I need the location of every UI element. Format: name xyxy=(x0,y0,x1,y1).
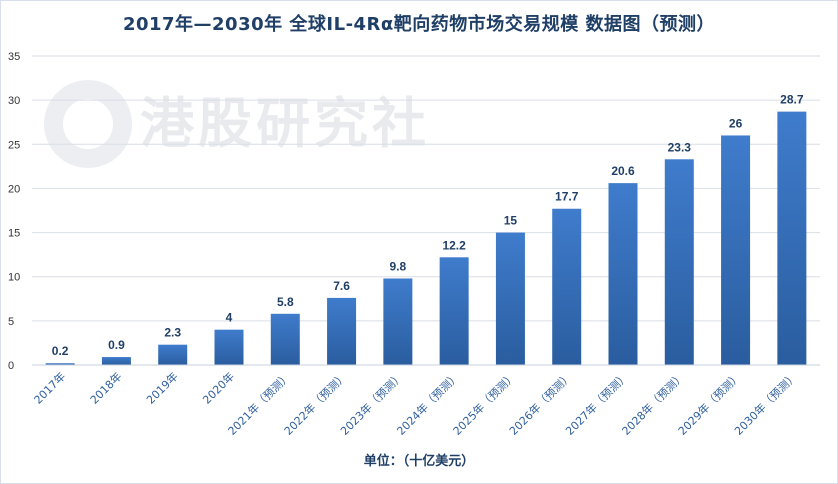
chart-title: 2017年—2030年 全球IL-4Rα靶向药物市场交易规模 数据图（预测） xyxy=(122,14,716,35)
data-label: 15 xyxy=(504,214,518,228)
x-axis-label: 单位：（十亿美元） xyxy=(363,454,475,469)
data-label: 0.9 xyxy=(108,338,125,352)
bar xyxy=(158,344,188,365)
y-tick-label: 0 xyxy=(8,360,14,372)
x-tick-label: 2019年 xyxy=(143,369,180,406)
bar xyxy=(721,135,751,365)
data-label: 5.8 xyxy=(277,295,294,309)
y-tick-label: 5 xyxy=(8,316,14,328)
data-label: 20.6 xyxy=(611,164,635,178)
x-tick-label: 2017年 xyxy=(31,369,68,406)
x-tick-label: 2018年 xyxy=(87,369,124,406)
data-label: 23.3 xyxy=(668,140,692,154)
data-label: 7.6 xyxy=(333,279,350,293)
watermark-logo-icon xyxy=(44,80,132,168)
y-tick-label: 10 xyxy=(8,272,20,284)
bar xyxy=(608,183,638,365)
y-tick-label: 35 xyxy=(8,51,20,63)
bar xyxy=(270,313,300,365)
data-label: 28.7 xyxy=(780,93,804,107)
data-label: 26 xyxy=(729,116,743,130)
bar xyxy=(214,329,244,365)
x-tick-label: 2020年 xyxy=(200,369,237,406)
data-label: 12.2 xyxy=(442,238,466,252)
bar xyxy=(327,297,357,365)
bar xyxy=(101,357,131,365)
bar xyxy=(777,111,807,366)
y-tick-label: 25 xyxy=(8,139,20,151)
bar xyxy=(664,159,694,365)
data-label: 4 xyxy=(226,311,233,325)
y-tick-label: 30 xyxy=(8,95,20,107)
y-tick-label: 15 xyxy=(8,228,20,240)
bar xyxy=(439,257,469,365)
data-label: 0.2 xyxy=(52,344,69,358)
y-tick-label: 20 xyxy=(8,183,20,195)
data-label: 17.7 xyxy=(555,190,579,204)
data-label: 2.3 xyxy=(164,326,181,340)
data-label: 9.8 xyxy=(390,259,407,273)
bar xyxy=(552,208,582,365)
bar xyxy=(383,278,413,365)
bar xyxy=(45,363,75,365)
bar xyxy=(495,232,525,365)
